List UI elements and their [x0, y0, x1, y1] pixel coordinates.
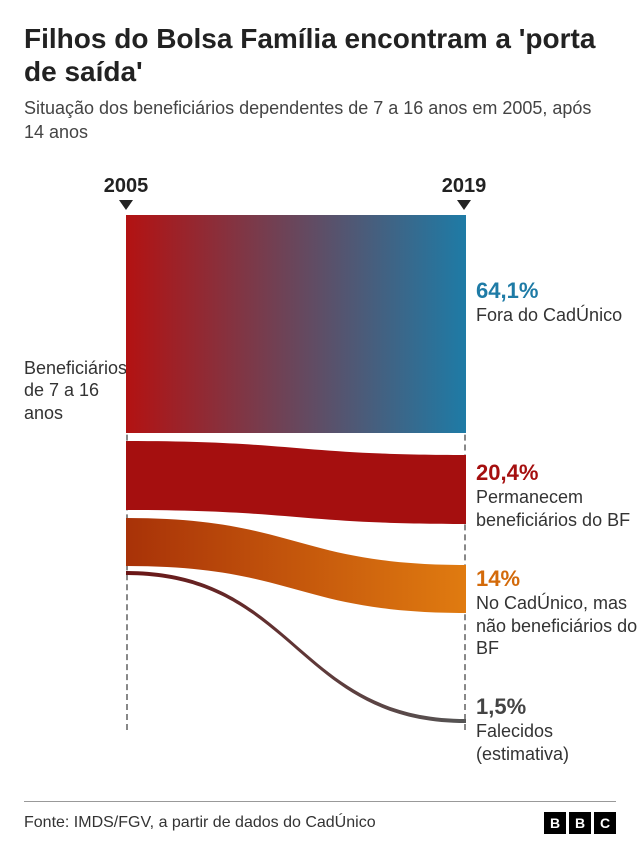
- bbc-logo: BBC: [544, 812, 616, 834]
- source-node-label: Beneficiários de 7 a 16 anos: [24, 357, 124, 425]
- flow-label: 64,1%Fora do CadÚnico: [476, 277, 640, 327]
- flow-description: No CadÚnico, mas não beneficiários do BF: [476, 592, 640, 660]
- year-right-label: 2019: [440, 175, 488, 210]
- flow-label: 20,4%Permanecem beneficiários do BF: [476, 459, 640, 532]
- bbc-logo-block: C: [594, 812, 616, 834]
- flow-label: 1,5%Falecidos (estimativa): [476, 693, 640, 766]
- bbc-logo-block: B: [569, 812, 591, 834]
- flow-percentage: 64,1%: [476, 277, 640, 305]
- flow-description: Permanecem beneficiários do BF: [476, 486, 640, 531]
- flow-description: Falecidos (estimativa): [476, 720, 640, 765]
- chevron-down-icon: [457, 200, 471, 210]
- flow-percentage: 20,4%: [476, 459, 640, 487]
- bbc-logo-block: B: [544, 812, 566, 834]
- chart-title: Filhos do Bolsa Família encontram a 'por…: [24, 22, 616, 88]
- source-citation: Fonte: IMDS/FGV, a partir de dados do Ca…: [24, 814, 376, 832]
- flow-description: Fora do CadÚnico: [476, 304, 640, 327]
- flow-label: 14%No CadÚnico, mas não beneficiários do…: [476, 565, 640, 660]
- flow-percentage: 1,5%: [476, 693, 640, 721]
- chart-subtitle: Situação dos beneficiários dependentes d…: [24, 96, 616, 145]
- sankey-flow: [126, 215, 466, 433]
- sankey-chart: 2005 2019 Beneficiários de 7 a 16 anos 6…: [24, 175, 616, 735]
- chevron-down-icon: [119, 200, 133, 210]
- sankey-flow: [126, 518, 466, 613]
- year-left-label: 2005: [102, 175, 150, 210]
- flow-percentage: 14%: [476, 565, 640, 593]
- sankey-flows: [126, 215, 466, 735]
- sankey-flow: [126, 441, 466, 524]
